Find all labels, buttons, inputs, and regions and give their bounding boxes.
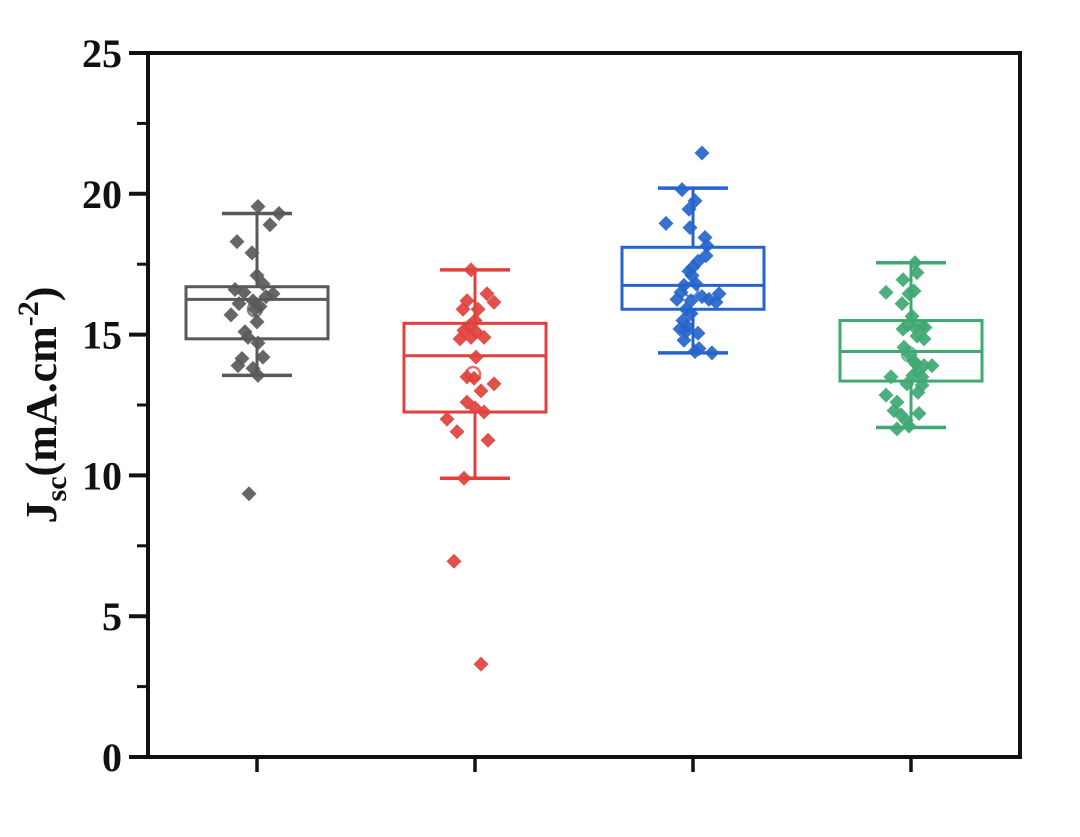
plot-frame [146,51,1022,759]
group-4-data-point [911,405,927,421]
group-4-data-point [894,296,910,312]
group-1-data-point [255,276,271,292]
group-4-data-point [916,331,932,347]
group-1-data-point [271,206,287,222]
group-2-data-point [479,286,495,302]
group-1-data-point [236,284,252,300]
group-2-data-point [452,331,468,347]
group-1-data-point [250,198,266,214]
group-1-data-point [240,329,256,345]
group-3-data-point [681,201,697,217]
group-4-data-point [924,358,940,374]
group-1-data-point [258,289,274,305]
group-2-data-point [455,301,471,317]
group-3-data-point [708,294,724,310]
group-4-data-point [914,369,930,385]
group-3-data-point [683,305,699,321]
group-4-data-point [895,321,911,337]
group-1-data-point [247,301,263,317]
group-1-data-point [241,486,257,502]
y-tick-label: 0 [102,735,122,780]
group-4-data-point [909,265,925,281]
group-1-data-point [231,296,247,312]
group-4-data-point [878,387,894,403]
group-3-data-point [698,248,714,264]
group-2-data-point [466,370,482,386]
group-3-data-point [704,345,720,361]
group-1-data-point [250,335,266,351]
group-2-data-point [449,424,465,440]
y-axis-title: Jsc(mA.cm-2) [12,287,73,524]
group-3-data-point [699,238,715,254]
group-4-data-point [895,272,911,288]
group-2-data-point [439,411,455,427]
group-3-data-point [690,325,706,341]
group-3-data-point [669,291,685,307]
group-2-data-point [486,376,502,392]
group-2-data-point [473,656,489,672]
y-tick-label: 25 [82,31,122,76]
group-2-data-point [480,432,496,448]
group-3-data-point [688,276,704,292]
group-2-data-point [473,383,489,399]
group-4-data-point [899,376,915,392]
group-2-data-point [468,349,484,365]
group-2-data-point [463,329,479,345]
group-1-data-point [229,234,245,250]
group-4-data-point [917,320,933,336]
group-4-data-point [901,286,917,302]
group-3-data-point [658,215,674,231]
group-2-data-point [470,301,486,317]
group-2-data-point [486,294,502,310]
group-1-data-point [262,217,278,233]
y-tick-label: 10 [82,453,122,498]
group-4-data-point [907,255,923,271]
y-tick-label: 20 [82,172,122,217]
group-1-data-point [255,349,271,365]
group-2-data-point [463,262,479,278]
group-2-data-point [446,553,462,569]
group-4-data-point [910,384,926,400]
group-4-data-point [889,421,905,437]
group-1-data-point [244,245,260,261]
group-3-data-point [694,145,710,161]
group-3-data-point [676,332,692,348]
group-4-data-point [901,418,917,434]
group-1-data-point [250,367,266,383]
group-2-data-point [476,404,492,420]
group-1-data-point [230,358,246,374]
y-tick-label: 5 [102,594,122,639]
group-2-data-point [456,470,472,486]
group-1-data-point [249,314,265,330]
group-4-data-point [883,369,899,385]
group-3-data-point [687,343,703,359]
group-1-data-point [223,307,239,323]
group-2-data-point [476,329,492,345]
group-3-data-point [674,182,690,198]
group-4-data-point [878,284,894,300]
y-tick-label: 15 [82,313,122,358]
group-3-data-point [682,220,698,236]
